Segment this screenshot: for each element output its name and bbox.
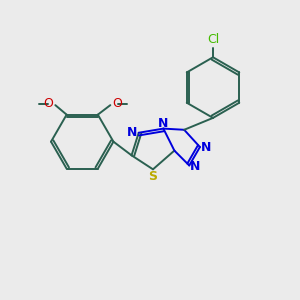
Text: S: S	[148, 170, 158, 183]
Text: N: N	[158, 117, 169, 130]
Text: O: O	[43, 98, 53, 110]
Text: N: N	[201, 140, 212, 154]
Text: O: O	[113, 98, 123, 110]
Text: N: N	[190, 160, 200, 173]
Text: N: N	[127, 126, 137, 139]
Text: Cl: Cl	[207, 33, 219, 46]
